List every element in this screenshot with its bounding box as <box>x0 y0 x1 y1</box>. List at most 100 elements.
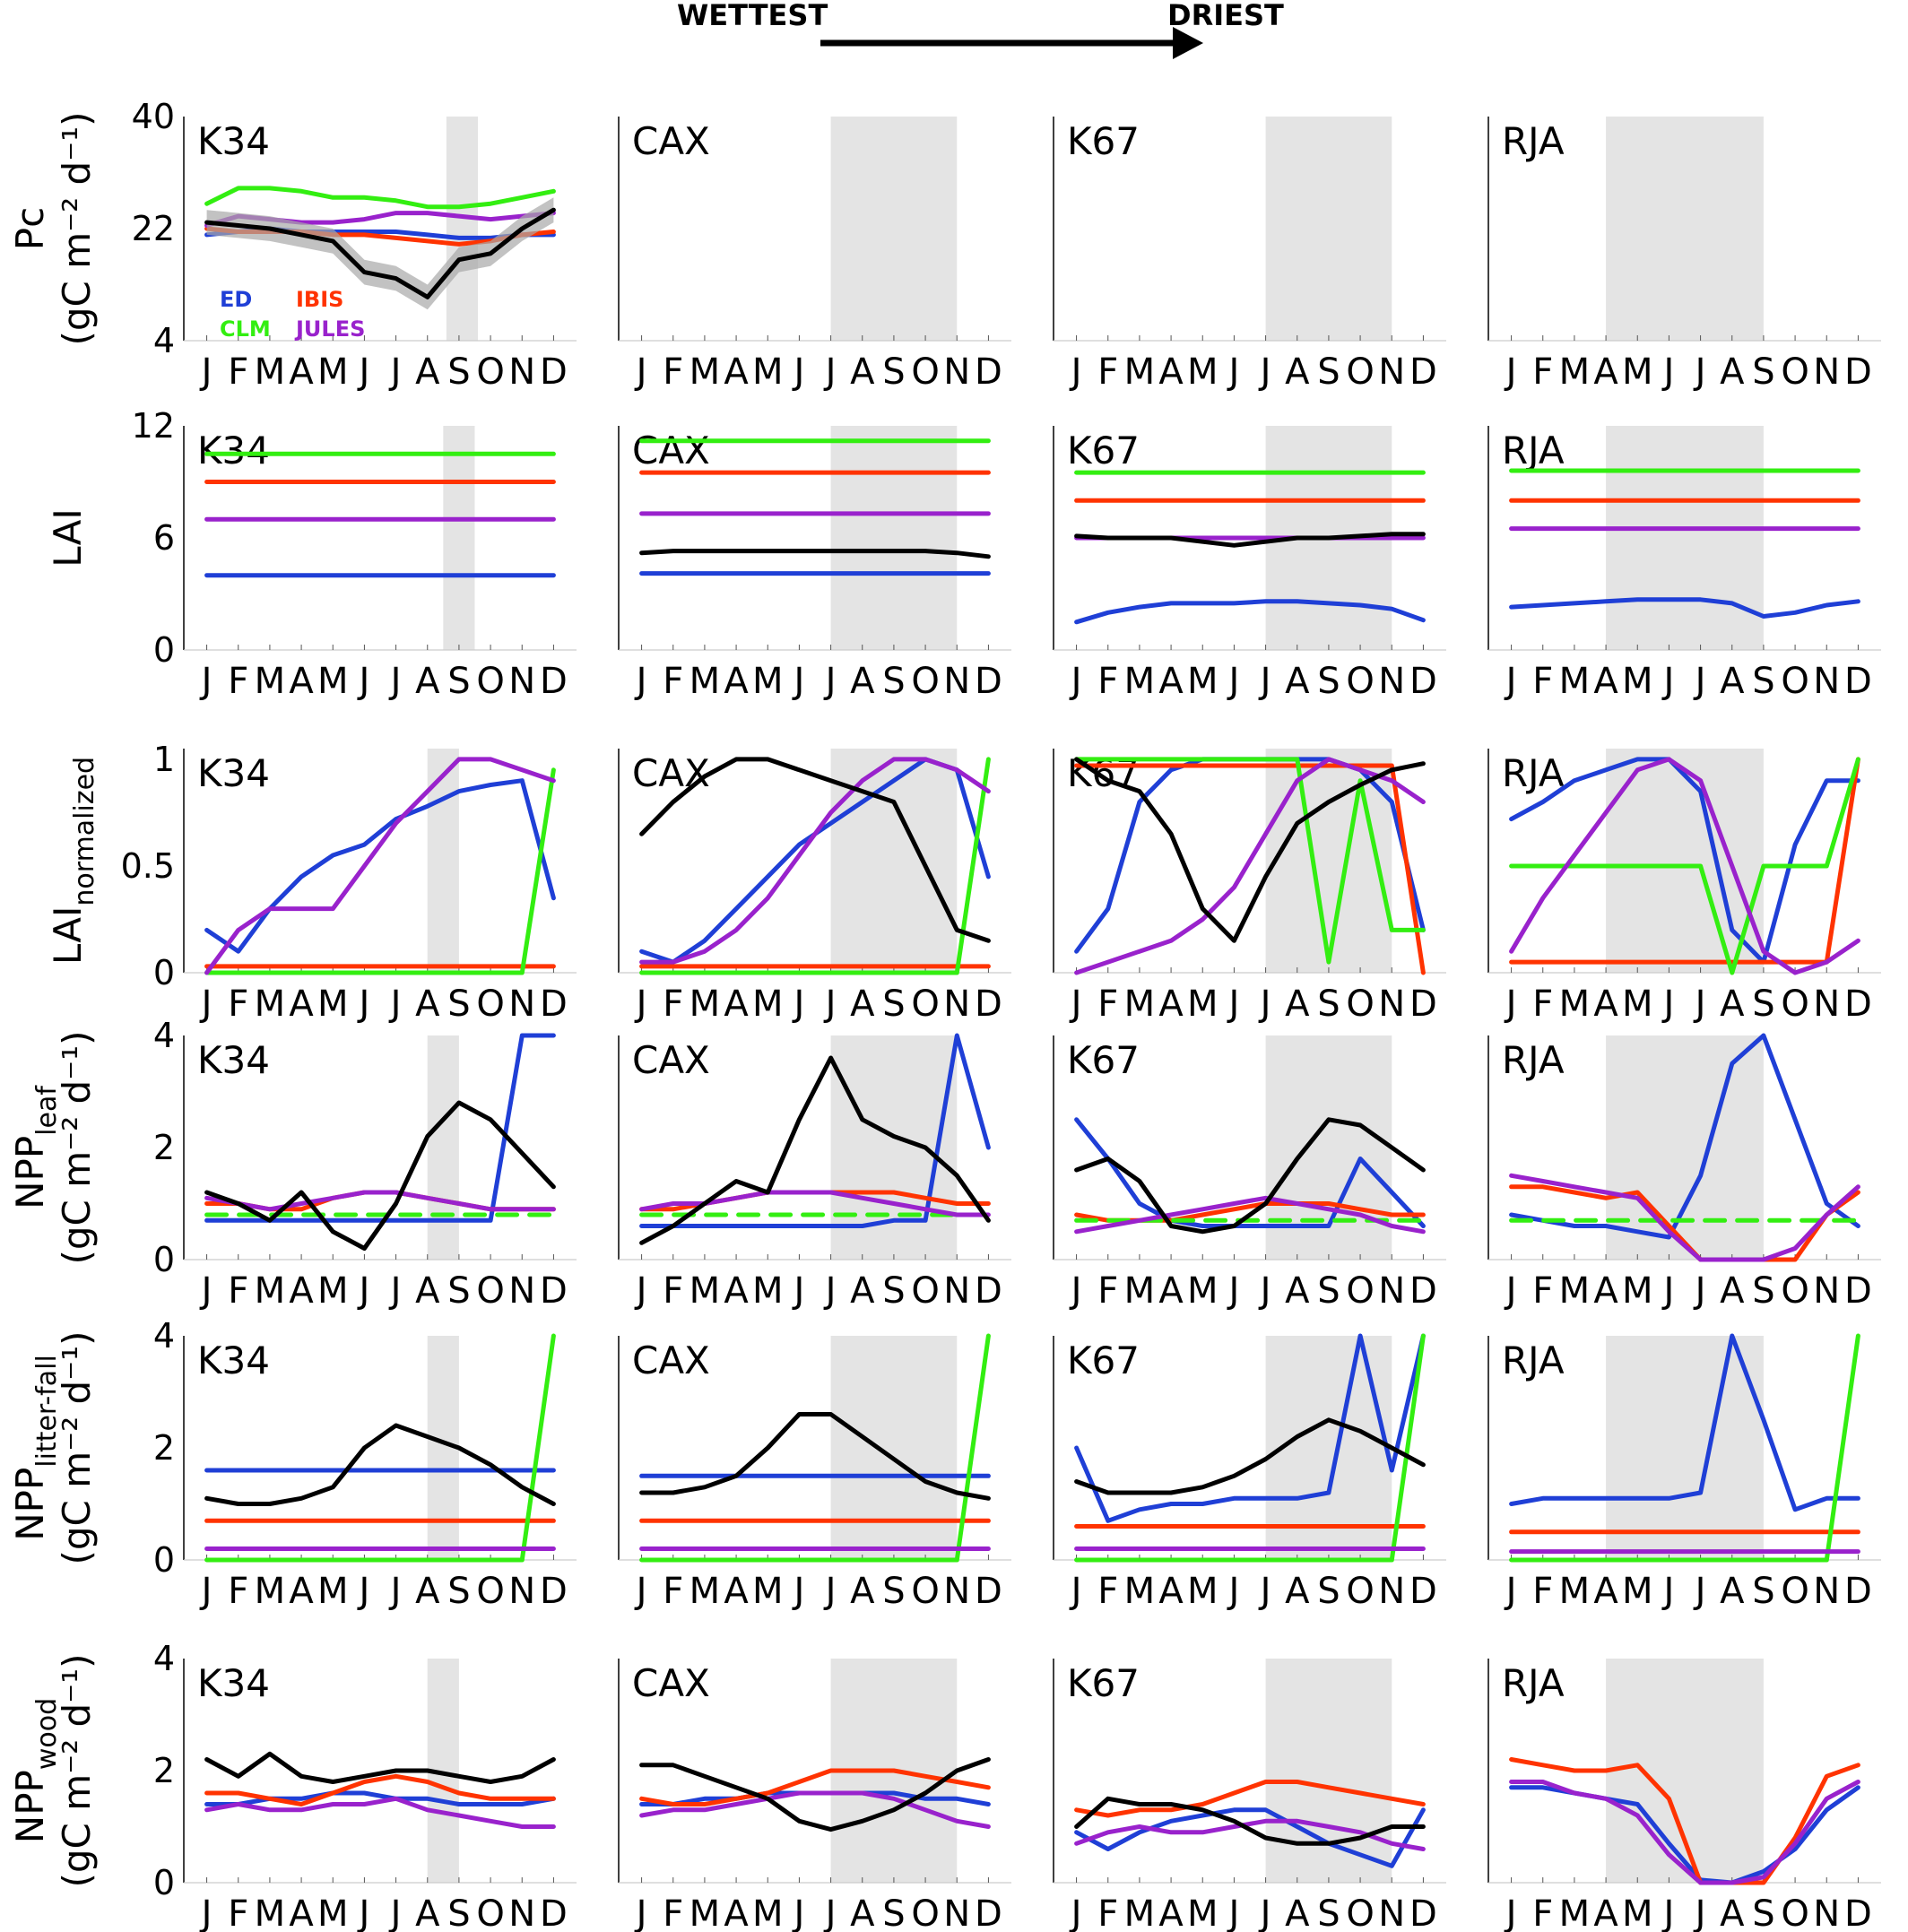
x-tick-label: J <box>823 983 837 1025</box>
x-tick-label: A <box>1593 1893 1618 1932</box>
series-line-clm <box>639 757 991 975</box>
x-tick-label: M <box>1187 1270 1219 1312</box>
x-tick-label: M <box>689 1893 721 1932</box>
series-line-clm <box>1509 1333 1860 1563</box>
x-tick-label: S <box>1317 1270 1340 1312</box>
x-tick-label: J <box>792 351 805 393</box>
x-tick-label: J <box>388 351 402 393</box>
dry-season-shading <box>427 1035 459 1260</box>
x-tick-label: F <box>663 351 683 393</box>
legend-entry-ibis: IBIS <box>296 287 343 312</box>
header-left-label: WETTEST <box>677 0 828 32</box>
x-tick-label: J <box>1227 351 1240 393</box>
x-tick-label: A <box>724 983 749 1025</box>
x-tick-label: O <box>1781 351 1808 393</box>
x-tick-label: A <box>1720 1270 1745 1312</box>
x-tick-label: J <box>1504 1571 1517 1612</box>
series-line-ed <box>1074 599 1426 625</box>
panel-title: K67 <box>1067 429 1140 472</box>
x-tick-label: S <box>1317 351 1340 393</box>
x-tick-label: N <box>1813 983 1840 1025</box>
x-tick-label: J <box>199 661 212 702</box>
x-tick-label: J <box>1693 1893 1706 1932</box>
series-line-obs <box>639 1757 991 1832</box>
x-tick-label: M <box>1622 983 1653 1025</box>
x-tick-label: J <box>199 1571 212 1612</box>
y-tick-label: 2 <box>153 1428 175 1468</box>
x-tick-label: N <box>1378 661 1405 702</box>
x-tick-label: M <box>1187 661 1219 702</box>
x-tick-label: D <box>1409 661 1437 702</box>
x-tick-label: J <box>1661 351 1675 393</box>
x-tick-label: F <box>1532 351 1553 393</box>
x-tick-label: O <box>476 351 504 393</box>
header-arrow-head <box>1173 27 1203 59</box>
series-line-obs <box>204 1100 556 1251</box>
series-line-obs <box>1074 1117 1426 1235</box>
x-tick-label: A <box>1593 351 1618 393</box>
x-tick-label: J <box>1504 351 1517 393</box>
x-tick-label: J <box>1504 1270 1517 1312</box>
x-tick-label: J <box>1069 1571 1082 1612</box>
x-tick-label: J <box>199 983 212 1025</box>
x-tick-label: J <box>1258 1893 1271 1932</box>
x-tick-label: J <box>1227 1571 1240 1612</box>
series-line-obs <box>639 1412 991 1501</box>
x-tick-label: O <box>911 351 939 393</box>
x-tick-label: S <box>882 983 905 1025</box>
x-tick-label: A <box>1720 351 1745 393</box>
x-tick-label: J <box>1661 661 1675 702</box>
x-tick-label: S <box>447 983 470 1025</box>
ylabel-subscript-npplitter: litter-fall <box>31 1355 63 1468</box>
panel-title: RJA <box>1502 1038 1565 1082</box>
series-line-obs <box>1074 757 1426 943</box>
x-tick-label: J <box>1661 1270 1675 1312</box>
x-tick-label: J <box>388 1571 402 1612</box>
y-tick-label: 4 <box>153 321 175 360</box>
x-tick-label: S <box>447 661 470 702</box>
legend-entry-clm: CLM <box>220 316 271 342</box>
y-tick-label: 40 <box>132 97 175 136</box>
x-tick-label: F <box>1097 983 1118 1025</box>
x-tick-label: N <box>508 1893 535 1932</box>
x-tick-label: D <box>1409 983 1437 1025</box>
dry-season-shading <box>1265 117 1392 341</box>
x-tick-label: M <box>1124 1893 1156 1932</box>
dry-season-shading <box>830 117 958 341</box>
x-tick-label: O <box>1781 661 1808 702</box>
x-tick-label: O <box>476 1893 504 1932</box>
x-tick-label: O <box>476 1270 504 1312</box>
x-tick-label: A <box>1158 1270 1184 1312</box>
x-tick-label: F <box>663 983 683 1025</box>
x-tick-label: D <box>540 1571 568 1612</box>
x-tick-label: N <box>508 351 535 393</box>
series-line-jules <box>1509 1780 1860 1885</box>
x-tick-label: J <box>1661 1893 1675 1932</box>
x-tick-label: A <box>850 1571 875 1612</box>
x-tick-label: O <box>1346 1571 1374 1612</box>
x-tick-label: J <box>357 1270 370 1312</box>
x-tick-label: N <box>943 661 970 702</box>
x-tick-label: J <box>792 661 805 702</box>
dry-season-shading <box>1606 426 1764 650</box>
x-tick-label: J <box>634 1893 647 1932</box>
series-line-ed <box>1074 1807 1426 1868</box>
panel-title: K34 <box>197 119 270 163</box>
series-line-jules <box>1509 1173 1860 1262</box>
x-tick-label: J <box>357 1893 370 1932</box>
x-tick-label: M <box>1559 1571 1591 1612</box>
x-tick-label: N <box>508 1270 535 1312</box>
ylabel-units-nppwood: (gC m⁻² d⁻¹) <box>55 1653 99 1887</box>
row-ylabel-lai: LAI <box>46 508 90 567</box>
x-tick-label: F <box>228 983 248 1025</box>
x-tick-label: A <box>1158 351 1184 393</box>
x-tick-label: M <box>1622 351 1653 393</box>
x-tick-label: S <box>1752 351 1774 393</box>
x-tick-label: O <box>911 983 939 1025</box>
x-tick-label: A <box>1158 1893 1184 1932</box>
